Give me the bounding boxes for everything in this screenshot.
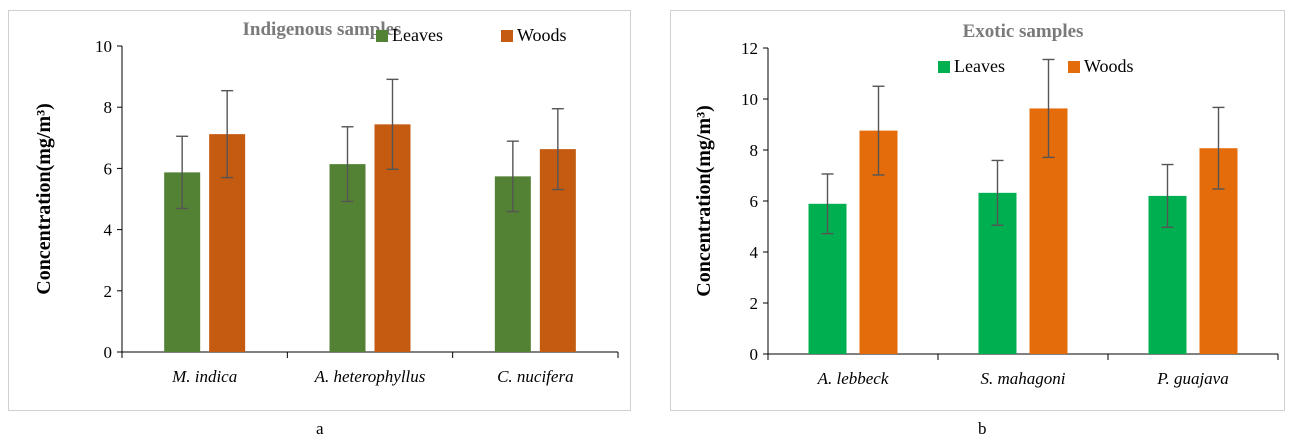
x-tick-label: S. mahagoni (981, 369, 1066, 388)
legend-swatch-woods (1068, 61, 1080, 73)
legend-swatch-leaves (376, 30, 388, 42)
y-axis-label: Concentration(mg/m³) (33, 103, 55, 295)
x-tick-label: A. lebbeck (817, 369, 889, 388)
y-tick-label: 0 (750, 345, 759, 364)
y-tick-label: 10 (95, 37, 112, 56)
y-tick-label: 8 (104, 98, 113, 117)
chart-frame (9, 11, 631, 411)
legend-label-woods: Woods (1084, 56, 1134, 76)
y-tick-label: 4 (750, 243, 759, 262)
y-tick-label: 10 (741, 90, 758, 109)
x-tick-label: P. guajava (1156, 369, 1228, 388)
x-tick-label: C. nucifera (497, 367, 574, 386)
legend-swatch-leaves (938, 61, 950, 73)
y-tick-label: 12 (741, 39, 758, 58)
legend-label-leaves: Leaves (954, 56, 1005, 76)
legend-label-leaves: Leaves (392, 25, 443, 45)
legend-label-woods: Woods (517, 25, 567, 45)
x-tick-label: A. heterophyllus (314, 367, 426, 386)
chart-exotic-samples: Exotic samples 0 2 4 6 8 10 12 A. lebbeck S. maha… (670, 0, 1290, 412)
y-axis-label: Concentration(mg/m³) (693, 105, 715, 297)
x-tick-label: M. indica (171, 367, 237, 386)
y-tick-label: 2 (750, 294, 759, 313)
chart-panel-a: Indigenous samples 0 2 4 6 8 10 M. indica A. het… (8, 0, 638, 443)
chart-title: Exotic samples (963, 21, 1084, 42)
chart-panel-b: Exotic samples 0 2 4 6 8 10 12 A. lebbeck S. maha… (670, 0, 1290, 443)
y-tick-label: 8 (750, 141, 759, 160)
caption-b: b (978, 419, 987, 439)
y-tick-label: 6 (104, 159, 113, 178)
y-tick-label: 2 (104, 282, 113, 301)
y-tick-label: 6 (750, 192, 759, 211)
legend-swatch-woods (501, 30, 513, 42)
y-tick-label: 4 (104, 221, 113, 240)
y-tick-label: 0 (104, 343, 113, 362)
caption-a: a (316, 419, 324, 439)
